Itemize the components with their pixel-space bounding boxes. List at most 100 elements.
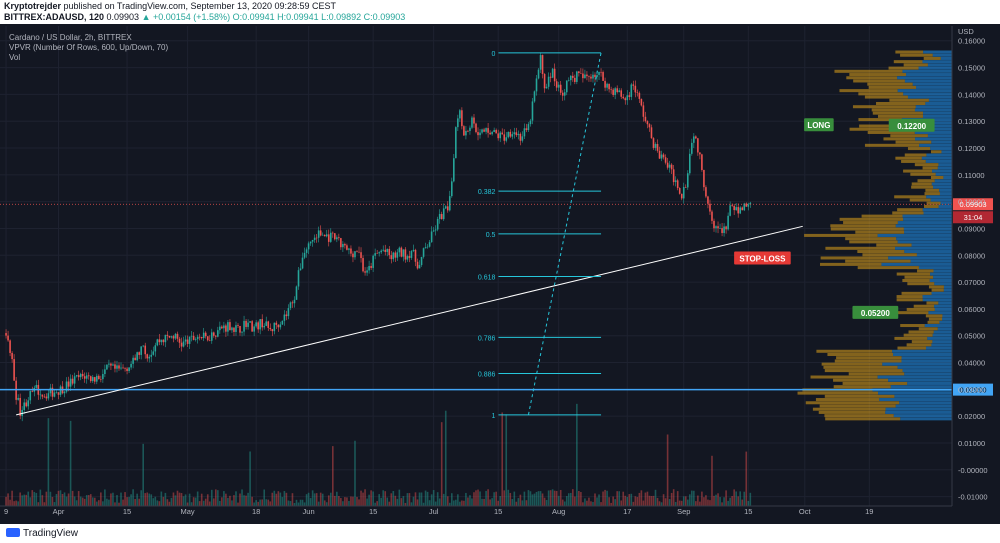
- candle-body: [134, 357, 136, 361]
- volume-bar: [394, 495, 397, 506]
- volume-bar: [57, 490, 60, 506]
- volume-bar: [289, 501, 292, 506]
- volume-bar: [279, 492, 282, 506]
- volume-bar: [176, 490, 179, 506]
- vpvr-bar-up: [897, 76, 952, 80]
- volume-bar: [188, 493, 191, 506]
- candle-body: [428, 242, 431, 247]
- volume-bar: [628, 494, 631, 506]
- volume-bar: [654, 489, 657, 506]
- candle-body: [432, 230, 435, 232]
- publisher-name[interactable]: Kryptotrejder: [4, 1, 62, 11]
- vpvr-bar-down: [816, 349, 893, 353]
- candle-body: [217, 330, 219, 337]
- vpvr-bar-up: [922, 114, 952, 118]
- volume-bar: [198, 501, 201, 506]
- volume-bar: [438, 498, 441, 506]
- volume-bar: [374, 502, 376, 506]
- candle-body: [273, 322, 276, 332]
- volume-bar: [65, 496, 68, 506]
- volume-bar: [247, 492, 249, 506]
- vpvr-bar-down: [823, 365, 898, 369]
- volume-bar: [701, 491, 703, 506]
- volume-bar: [156, 500, 159, 506]
- candle-body: [658, 150, 661, 159]
- tradingview-logo[interactable]: TradingView: [6, 528, 78, 539]
- volume-bar: [515, 501, 518, 506]
- candle-body: [150, 354, 153, 357]
- vpvr-bar-up: [893, 414, 952, 418]
- candle-body: [545, 86, 548, 89]
- price-tick-label: 0.06000: [958, 305, 985, 314]
- vpvr-bar-up: [922, 295, 952, 299]
- candle-body: [313, 237, 316, 240]
- volume-bar: [91, 497, 94, 506]
- volume-bar: [545, 500, 548, 506]
- volume-bar: [202, 500, 205, 506]
- volume-bar: [140, 490, 142, 506]
- volume-bar: [475, 490, 477, 506]
- volume-bar: [727, 500, 729, 506]
- candle-body: [126, 368, 128, 372]
- vpvr-bar-down: [834, 359, 902, 363]
- volume-bar: [420, 492, 423, 506]
- candle-body: [717, 226, 719, 229]
- volume-bar: [13, 501, 15, 506]
- candle-body: [481, 129, 483, 133]
- drawings[interactable]: 0.02990 0.09903 31:04 0 0.382 0.5 0.618 0.786 0.…: [0, 51, 993, 420]
- volume-bar: [170, 497, 173, 506]
- vpvr-bar-up: [882, 362, 952, 366]
- candle-body: [497, 133, 499, 139]
- price-tick-label: 0.16000: [958, 37, 985, 46]
- price-tick-label: 0.11000: [958, 171, 985, 180]
- volume-bar: [329, 492, 332, 506]
- volume-bar: [251, 496, 253, 506]
- candle-body: [479, 132, 481, 136]
- price-chart[interactable]: 0.029900.0990331:0400.3820.50.6180.7860.…: [0, 24, 1000, 524]
- vpvr-bar-down: [830, 224, 896, 228]
- price-tick-label: 0.13000: [958, 117, 985, 126]
- vpvr-bar-down: [900, 53, 933, 57]
- candle-body: [697, 138, 699, 153]
- volume-bar: [69, 420, 72, 506]
- candle-body: [49, 387, 52, 394]
- vpvr-bar-up: [904, 230, 952, 234]
- annotation-label: 0.12200: [897, 122, 926, 131]
- candle-body: [739, 207, 742, 214]
- vpvr-bar-down: [872, 111, 924, 115]
- candle-body: [501, 132, 504, 135]
- candle-body: [604, 80, 606, 88]
- candle-body: [144, 345, 147, 355]
- vpvr-bar-down: [864, 95, 908, 99]
- candle-body: [584, 74, 586, 79]
- volume-bar: [682, 496, 685, 506]
- candle-body: [132, 357, 134, 364]
- candle-body: [588, 76, 590, 77]
- candle-body: [295, 286, 298, 300]
- volume-bar: [541, 493, 544, 506]
- currency-label: USD: [958, 27, 974, 36]
- annotation-label: LONG: [807, 121, 830, 130]
- candle-body: [632, 84, 635, 86]
- volume-bar: [739, 491, 742, 506]
- volume-bar: [67, 493, 70, 506]
- candle-body: [686, 173, 689, 188]
- vpvr-bar-down: [906, 343, 932, 347]
- volume-bar: [253, 502, 255, 506]
- volume-bar: [336, 491, 338, 506]
- volume-bar: [182, 496, 185, 506]
- vpvr-histogram: [797, 50, 952, 421]
- volume-bar: [392, 490, 395, 506]
- volume-bar: [396, 498, 399, 506]
- volume-bar: [733, 489, 735, 506]
- vpvr-bar-up: [888, 378, 952, 382]
- candle-body: [551, 68, 554, 78]
- candle-body: [253, 326, 255, 332]
- candle-body: [338, 237, 340, 239]
- candle-body: [122, 367, 124, 369]
- volume-bar: [626, 496, 629, 506]
- volume-bar: [160, 491, 163, 506]
- volume-bar: [473, 492, 475, 506]
- candle-body: [672, 169, 675, 183]
- vpvr-bar-down: [896, 272, 931, 276]
